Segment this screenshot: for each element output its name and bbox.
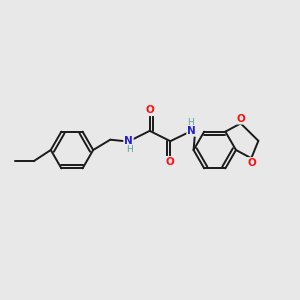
Text: O: O bbox=[248, 158, 256, 168]
Text: H: H bbox=[127, 145, 134, 154]
Text: N: N bbox=[187, 126, 196, 136]
Text: N: N bbox=[124, 136, 133, 146]
Text: O: O bbox=[237, 114, 246, 124]
Text: O: O bbox=[145, 105, 154, 115]
Text: H: H bbox=[187, 118, 194, 127]
Text: O: O bbox=[166, 157, 175, 167]
